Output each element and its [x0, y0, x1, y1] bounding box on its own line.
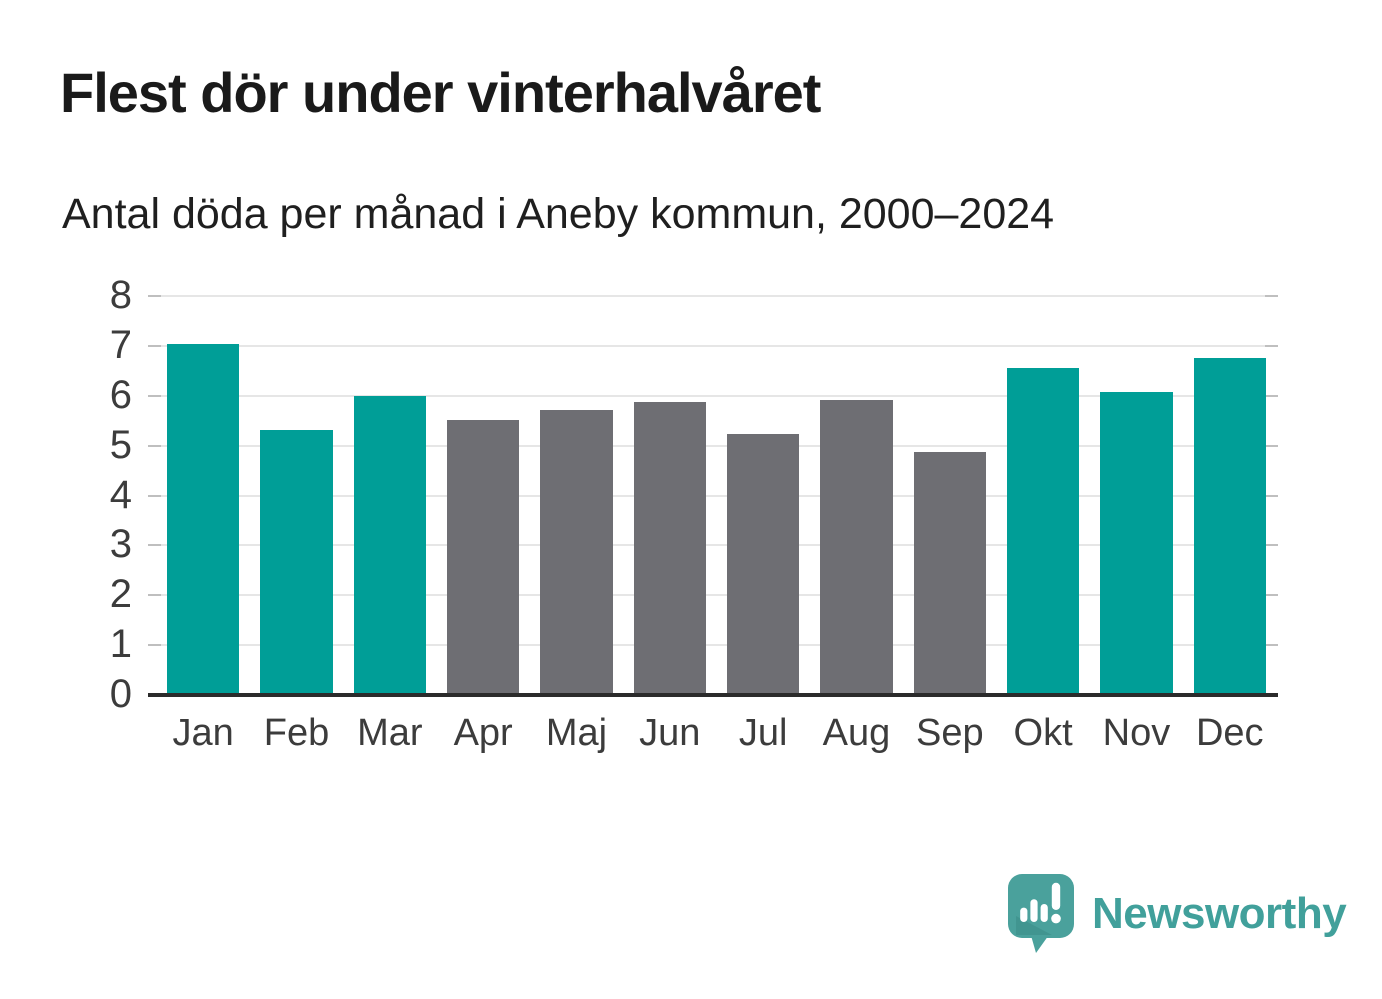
x-axis-label-sep: Sep: [915, 712, 984, 754]
y-axis-label-3: 3: [109, 522, 132, 567]
x-axis-line: [148, 693, 1278, 697]
bar-mar: [353, 395, 426, 695]
gridline-y2: [148, 594, 1278, 597]
gridline-y7: [148, 344, 1278, 347]
x-axis-label-dec: Dec: [1195, 712, 1264, 754]
x-axis-label-jan: Jan: [172, 712, 234, 754]
y-axis-label-4: 4: [109, 472, 132, 517]
x-axis-label-mar: Mar: [357, 712, 423, 754]
bar-dec: [1193, 357, 1266, 695]
gridline-y3: [148, 544, 1278, 547]
bar-aug: [820, 399, 893, 695]
bar-feb: [260, 429, 333, 695]
x-axis-label-apr: Apr: [453, 712, 513, 754]
gridline-y8: [148, 295, 1278, 297]
logo-wordmark: Newsworthy: [1092, 889, 1347, 938]
bar-okt: [1006, 367, 1080, 695]
bar-jul: [726, 433, 800, 695]
newsworthy-bubble-bar-chart-icon: [1008, 874, 1074, 953]
bar-maj: [540, 409, 613, 695]
gridline-y5: [148, 444, 1278, 447]
y-axis-label-2: 2: [109, 572, 132, 617]
x-axis-label-nov: Nov: [1102, 712, 1171, 754]
chart-title: Flest dör under vinterhalvåret: [60, 61, 821, 124]
y-axis-label-8: 8: [109, 273, 132, 318]
x-axis-label-jun: Jun: [639, 712, 701, 754]
bar-apr: [446, 419, 520, 695]
newsworthy-logo: Newsworthy: [1008, 874, 1347, 954]
chart-subtitle: Antal döda per månad i Aneby kommun, 200…: [62, 190, 1055, 238]
x-axis-label-maj: Maj: [545, 712, 608, 754]
x-axis: Jan Feb Mar Apr Maj Jun Jul Aug Sep Okt Nov Dec: [148, 712, 1278, 755]
x-axis-label-jul: Jul: [738, 712, 788, 754]
bar-jan: [167, 343, 240, 695]
x-axis-label-feb: Feb: [263, 712, 330, 754]
y-axis-label-1: 1: [109, 622, 132, 667]
x-axis-label-aug: Aug: [822, 712, 891, 754]
gridline-y1: [148, 644, 1278, 647]
bar-series: [148, 296, 1278, 695]
bar-sep: [913, 451, 986, 695]
x-axis-label-okt: Okt: [1013, 712, 1073, 754]
y-axis-label-0: 0: [109, 672, 132, 717]
y-axis-label-7: 7: [109, 323, 132, 368]
gridline-y4: [148, 494, 1278, 497]
y-axis-label-6: 6: [109, 372, 132, 417]
bar-nov: [1100, 391, 1173, 695]
gridline-y6: [148, 394, 1278, 397]
y-axis-label-5: 5: [109, 422, 132, 467]
plot-area: [148, 295, 1278, 697]
bar-jun: [633, 401, 706, 695]
